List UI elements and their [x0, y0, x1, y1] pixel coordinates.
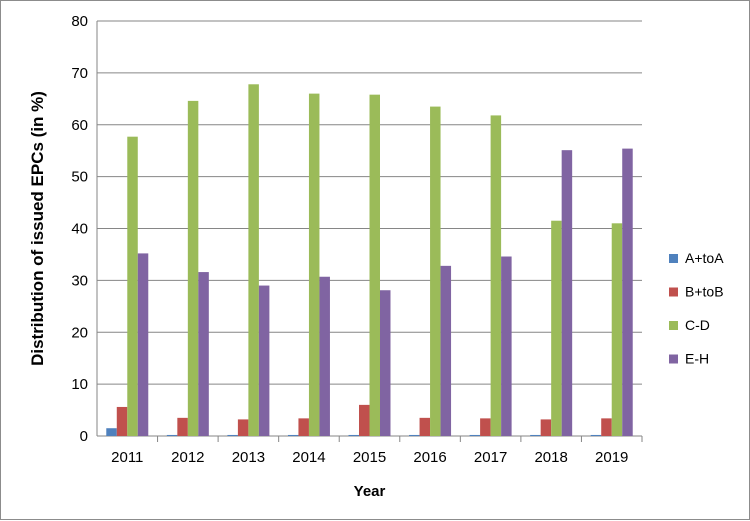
bar-b-tob-2014	[298, 418, 309, 436]
bar-a-toa-2012	[166, 434, 178, 436]
bar-c-d-2017	[490, 115, 502, 436]
x-tick-label: 2018	[534, 449, 567, 466]
bar-e-h-2014	[319, 276, 330, 436]
y-tick-label: 80	[71, 13, 88, 30]
bar-c-d-2013	[248, 84, 259, 436]
bar-e-h-2016	[440, 265, 452, 436]
bar-a-toa-2011	[106, 428, 117, 436]
x-tick-label: 2013	[232, 449, 265, 466]
y-axis-title: Distribution of issued EPCs (in %)	[28, 91, 47, 366]
y-tick-label: 60	[71, 117, 88, 134]
bar-e-h-2018	[561, 150, 573, 436]
bar-c-d-2018	[551, 220, 562, 436]
bar-c-d-2015	[369, 94, 380, 436]
x-tick-label: 2011	[111, 449, 143, 466]
bar-a-toa-2015	[348, 434, 359, 436]
bar-b-tob-2013	[237, 419, 249, 436]
legend-label: E-H	[685, 351, 709, 367]
bar-c-d-2016	[430, 106, 441, 436]
bar-e-h-2019	[622, 148, 633, 437]
bar-a-toa-2014	[287, 434, 299, 436]
y-tick-label: 50	[71, 169, 88, 186]
legend-label: C-D	[685, 317, 710, 333]
y-tick-label: 20	[71, 324, 88, 341]
legend-label: B+toB	[685, 284, 724, 300]
bar-e-h-2013	[258, 285, 270, 436]
bar-e-h-2017	[501, 256, 512, 436]
x-tick-label: 2019	[595, 449, 628, 466]
bar-c-d-2012	[187, 100, 199, 436]
bar-a-toa-2013	[227, 434, 238, 436]
bar-c-d-2014	[308, 93, 320, 436]
x-tick-label: 2014	[292, 449, 325, 466]
bar-b-tob-2018	[540, 419, 552, 436]
y-tick-label: 30	[71, 272, 88, 289]
x-axis-title: Year	[354, 483, 386, 500]
legend-swatch	[669, 354, 678, 364]
y-tick-label: 40	[71, 221, 88, 238]
bar-a-toa-2018	[530, 434, 541, 436]
bar-c-d-2019	[611, 223, 623, 436]
bar-b-tob-2019	[601, 418, 612, 436]
y-tick-label: 70	[71, 65, 88, 82]
bar-e-h-2012	[198, 272, 209, 436]
x-tick-label: 2015	[353, 449, 386, 466]
legend-swatch	[669, 321, 678, 330]
bar-b-tob-2015	[359, 404, 370, 436]
bar-e-h-2015	[380, 290, 391, 436]
x-tick-label: 2016	[413, 449, 446, 466]
legend-label: A+toA	[685, 250, 724, 266]
x-tick-label: 2017	[474, 449, 507, 466]
bar-b-tob-2011	[116, 406, 128, 436]
y-tick-label: 0	[80, 428, 88, 445]
x-tick-label: 2012	[171, 449, 204, 466]
bar-a-toa-2016	[409, 434, 420, 436]
bar-b-tob-2017	[480, 418, 491, 436]
bar-a-toa-2017	[469, 434, 481, 436]
bar-a-toa-2019	[590, 434, 602, 436]
bar-e-h-2011	[137, 253, 149, 436]
bar-b-tob-2016	[419, 417, 431, 436]
legend-swatch	[669, 287, 678, 297]
legend-swatch	[669, 254, 678, 263]
bar-c-d-2011	[127, 136, 138, 436]
bar-b-tob-2012	[177, 417, 188, 436]
y-tick-label: 10	[71, 376, 88, 393]
